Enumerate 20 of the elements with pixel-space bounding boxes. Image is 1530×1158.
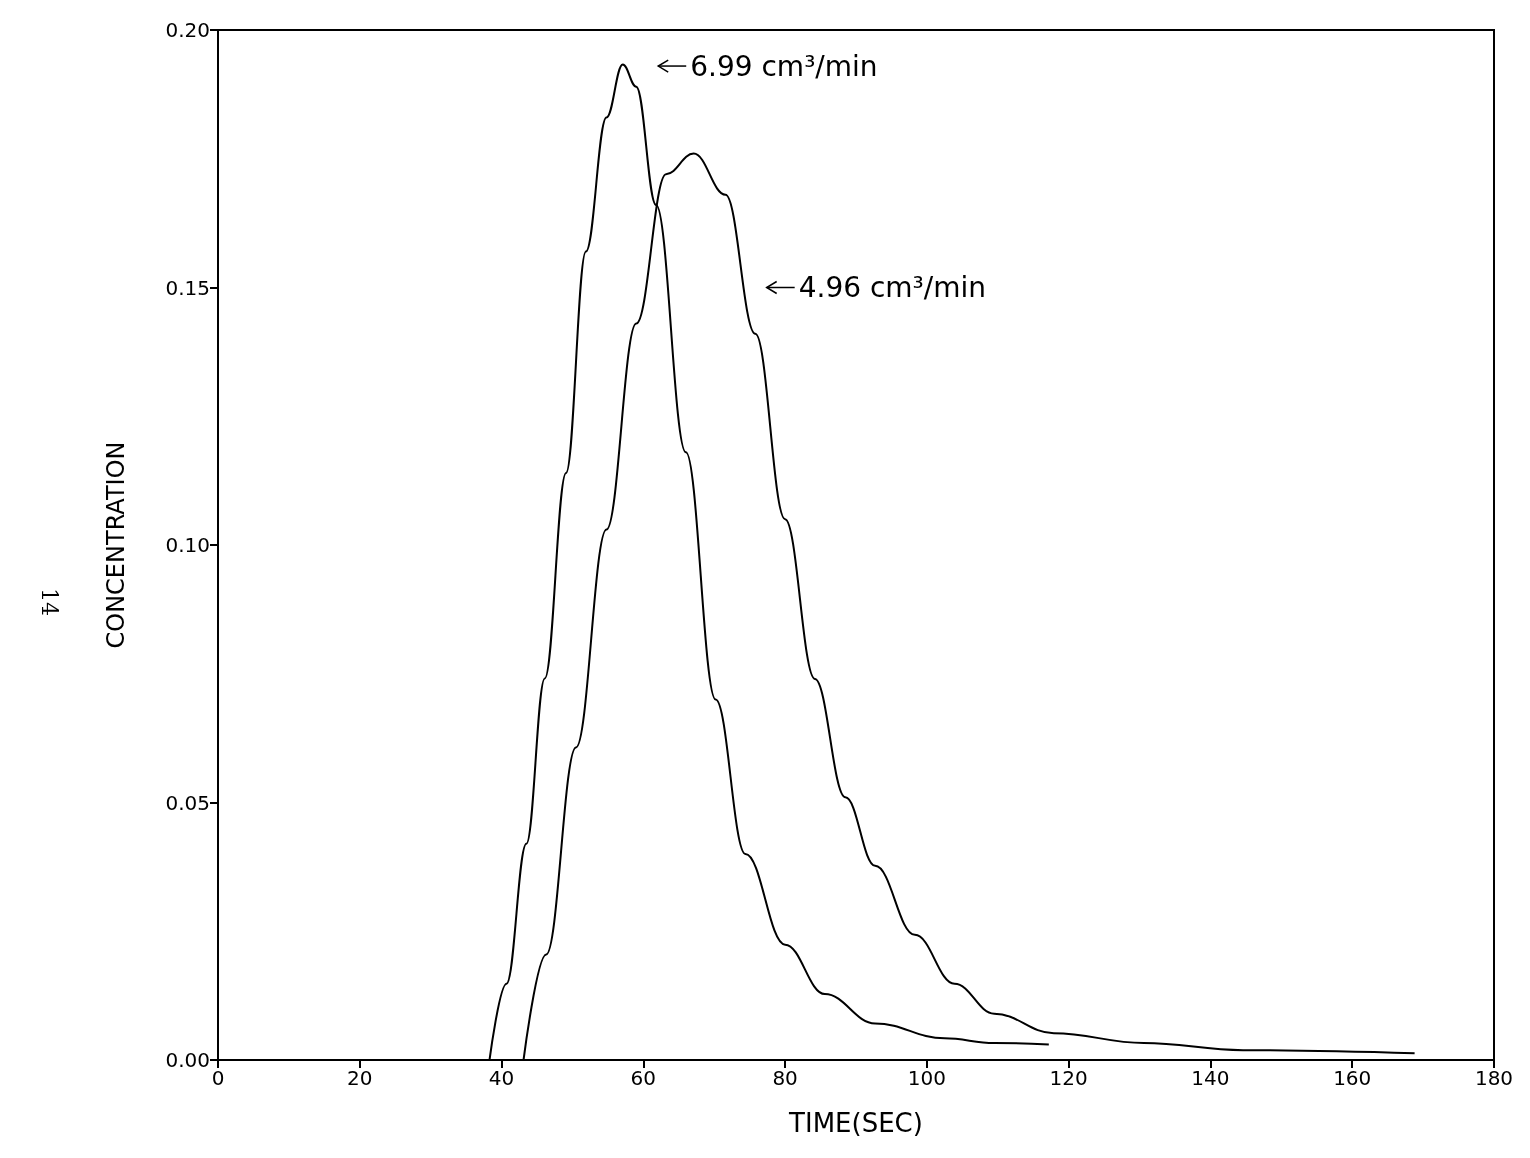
x-tick-label: 160 bbox=[1333, 1066, 1372, 1090]
annotation: 4.96 cm³/min bbox=[798, 271, 987, 304]
y-tick-label: 0.10 bbox=[165, 533, 210, 557]
x-tick-label: 20 bbox=[347, 1066, 373, 1090]
y-tick-label: 0.20 bbox=[165, 18, 210, 42]
x-tick-label: 180 bbox=[1474, 1066, 1514, 1090]
x-axis-title: TIME(SEC) bbox=[788, 1108, 923, 1138]
y-tick-label: 0.05 bbox=[165, 790, 210, 815]
annotation: 6.99 cm³/min bbox=[690, 49, 878, 83]
y-tick-label: 0.00 bbox=[165, 1048, 210, 1072]
x-tick-label: 80 bbox=[772, 1066, 798, 1090]
y-tick-label: 0.15 bbox=[165, 275, 210, 300]
text: 14 bbox=[36, 588, 62, 616]
x-tick-label: 0 bbox=[211, 1066, 225, 1090]
y-axis-title: CONCENTRATION bbox=[102, 441, 130, 649]
x-tick-label: 60 bbox=[630, 1066, 657, 1090]
x-tick-label: 140 bbox=[1191, 1066, 1230, 1090]
x-tick-label: 40 bbox=[488, 1066, 515, 1090]
x-tick-label: 100 bbox=[907, 1066, 946, 1090]
x-tick-label: 120 bbox=[1049, 1066, 1088, 1090]
